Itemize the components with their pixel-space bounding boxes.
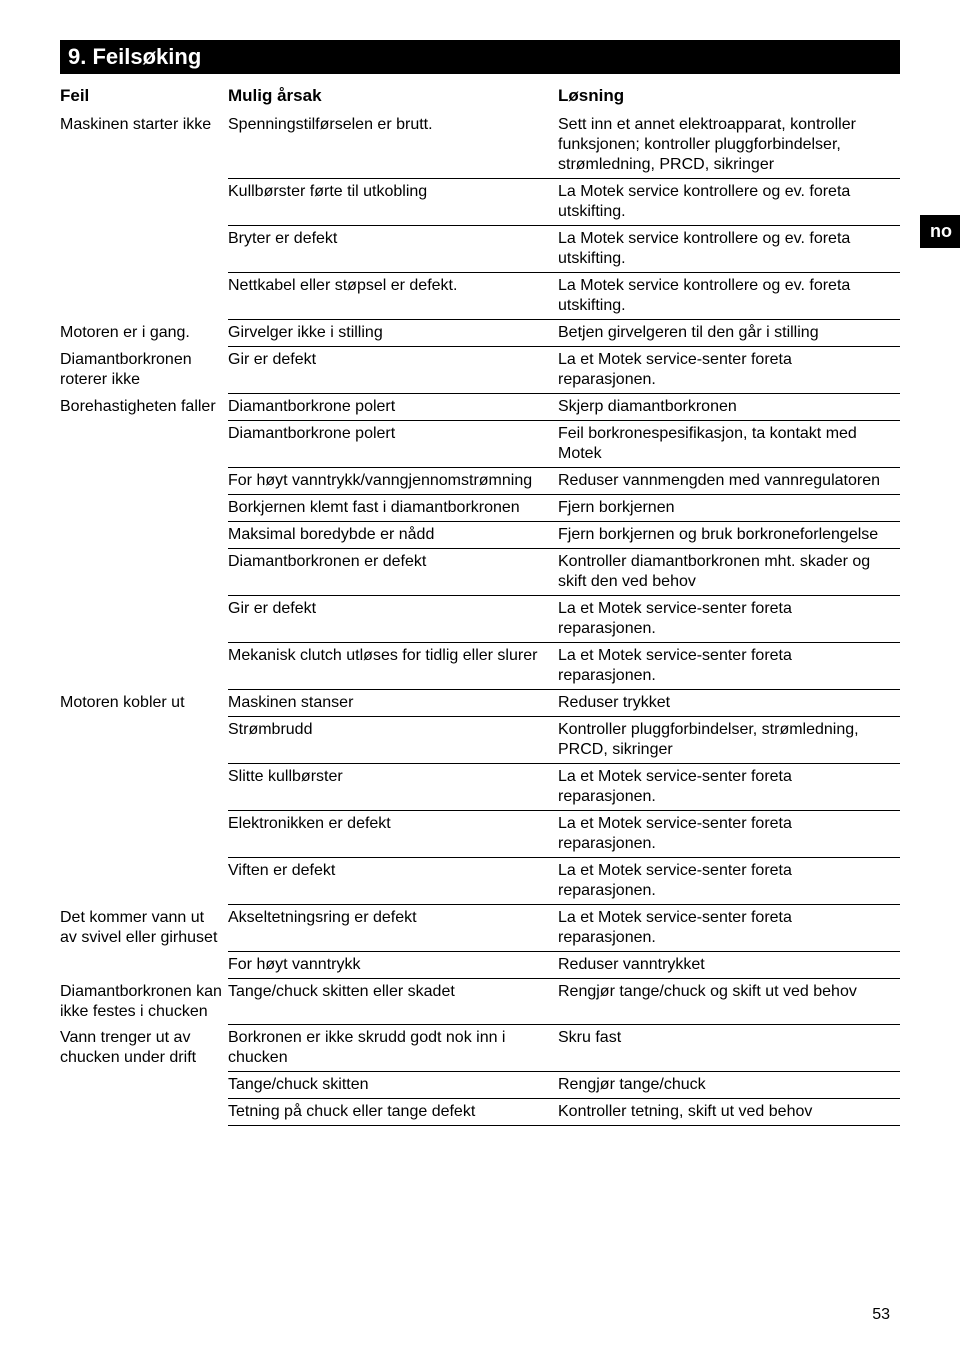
cause-cell: Maksimal boredybde er nådd xyxy=(228,522,558,549)
feil-cell: Diamantborkronen kan ikke festes i chuck… xyxy=(60,979,228,1025)
cause-cell: Diamantborkrone polert xyxy=(228,421,558,468)
solution-cell: La et Motek service-senter foreta repara… xyxy=(558,643,900,690)
solution-cell: Reduser vannmengden med vannregulatoren xyxy=(558,468,900,495)
solution-cell: Rengjør tange/chuck og skift ut ved beho… xyxy=(558,979,900,1025)
feil-cell: Motoren kobler ut xyxy=(60,690,228,905)
table-row: Diamantborkronen kan ikke festes i chuck… xyxy=(60,979,900,1025)
col-header-solution: Løsning xyxy=(558,84,900,112)
page-number: 53 xyxy=(60,1306,900,1324)
feil-cell: Borehastigheten faller xyxy=(60,394,228,690)
language-tab: no xyxy=(920,215,960,248)
solution-cell: La et Motek service-senter foreta repara… xyxy=(558,596,900,643)
cause-cell: Borkjernen klemt fast i diamantborkronen xyxy=(228,495,558,522)
solution-cell: La Motek service kontrollere og ev. fore… xyxy=(558,179,900,226)
page-content: 9. Feilsøking Feil Mulig årsak Løsning M… xyxy=(0,0,960,1364)
table-row: Diamantborkronen roterer ikkeGir er defe… xyxy=(60,347,900,394)
solution-cell: Skru fast xyxy=(558,1025,900,1072)
solution-cell: La Motek service kontrollere og ev. fore… xyxy=(558,273,900,320)
col-header-cause: Mulig årsak xyxy=(228,84,558,112)
cause-cell: Borkronen er ikke skrudd godt nok inn i … xyxy=(228,1025,558,1072)
cause-cell: Spenningstilførselen er brutt. xyxy=(228,112,558,179)
solution-cell: Fjern borkjernen og bruk borkroneforleng… xyxy=(558,522,900,549)
solution-cell: Reduser vanntrykket xyxy=(558,952,900,979)
solution-cell: La et Motek service-senter foreta repara… xyxy=(558,905,900,952)
solution-cell: Reduser trykket xyxy=(558,690,900,717)
page-wrapper: no 9. Feilsøking Feil Mulig årsak Løsnin… xyxy=(0,0,960,1364)
solution-cell: La et Motek service-senter foreta repara… xyxy=(558,811,900,858)
table-body: Maskinen starter ikkeSpenningstilførsele… xyxy=(60,112,900,1126)
feil-cell: Maskinen starter ikke xyxy=(60,112,228,320)
cause-cell: Elektronikken er defekt xyxy=(228,811,558,858)
solution-cell: Skjerp diamantborkronen xyxy=(558,394,900,421)
cause-cell: For høyt vanntrykk xyxy=(228,952,558,979)
table-row: Vann trenger ut av chucken under driftBo… xyxy=(60,1025,900,1072)
section-heading: 9. Feilsøking xyxy=(60,40,900,74)
cause-cell: Akseltetningsring er defekt xyxy=(228,905,558,952)
cause-cell: Viften er defekt xyxy=(228,858,558,905)
table-row: Motoren er i gang.Girvelger ikke i still… xyxy=(60,320,900,347)
solution-cell: Sett inn et annet elektroapparat, kontro… xyxy=(558,112,900,179)
feil-cell: Diamantborkronen roterer ikke xyxy=(60,347,228,394)
feil-cell: Det kommer vann ut av svivel eller girhu… xyxy=(60,905,228,979)
solution-cell: Fjern borkjernen xyxy=(558,495,900,522)
cause-cell: Maskinen stanser xyxy=(228,690,558,717)
table-header-row: Feil Mulig årsak Løsning xyxy=(60,84,900,112)
table-row: Motoren kobler utMaskinen stanserReduser… xyxy=(60,690,900,717)
cause-cell: Slitte kullbørster xyxy=(228,764,558,811)
solution-cell: Rengjør tange/chuck xyxy=(558,1072,900,1099)
cause-cell: Tange/chuck skitten xyxy=(228,1072,558,1099)
table-row: Borehastigheten fallerDiamantborkrone po… xyxy=(60,394,900,421)
cause-cell: Strømbrudd xyxy=(228,717,558,764)
cause-cell: Tange/chuck skitten eller skadet xyxy=(228,979,558,1025)
cause-cell: Gir er defekt xyxy=(228,596,558,643)
cause-cell: Mekanisk clutch utløses for tidlig eller… xyxy=(228,643,558,690)
troubleshooting-table: Feil Mulig årsak Løsning Maskinen starte… xyxy=(60,84,900,1126)
solution-cell: Kontroller pluggforbindelser, strømledni… xyxy=(558,717,900,764)
cause-cell: Girvelger ikke i stilling xyxy=(228,320,558,347)
solution-cell: Betjen girvelgeren til den går i stillin… xyxy=(558,320,900,347)
table-row: Det kommer vann ut av svivel eller girhu… xyxy=(60,905,900,952)
table-row: Maskinen starter ikkeSpenningstilførsele… xyxy=(60,112,900,179)
cause-cell: Nettkabel eller støpsel er defekt. xyxy=(228,273,558,320)
cause-cell: Tetning på chuck eller tange defekt xyxy=(228,1099,558,1126)
cause-cell: Diamantborkronen er defekt xyxy=(228,549,558,596)
solution-cell: La Motek service kontrollere og ev. fore… xyxy=(558,226,900,273)
cause-cell: Gir er defekt xyxy=(228,347,558,394)
solution-cell: Feil borkronespesifikasjon, ta kontakt m… xyxy=(558,421,900,468)
cause-cell: Kullbørster førte til utkobling xyxy=(228,179,558,226)
cause-cell: Diamantborkrone polert xyxy=(228,394,558,421)
solution-cell: La et Motek service-senter foreta repara… xyxy=(558,764,900,811)
cause-cell: For høyt vanntrykk/vanngjennomstrømning xyxy=(228,468,558,495)
cause-cell: Bryter er defekt xyxy=(228,226,558,273)
solution-cell: Kontroller tetning, skift ut ved behov xyxy=(558,1099,900,1126)
solution-cell: La et Motek service-senter foreta repara… xyxy=(558,347,900,394)
feil-cell: Vann trenger ut av chucken under drift xyxy=(60,1025,228,1126)
solution-cell: Kontroller diamantborkronen mht. skader … xyxy=(558,549,900,596)
feil-cell: Motoren er i gang. xyxy=(60,320,228,347)
col-header-feil: Feil xyxy=(60,84,228,112)
solution-cell: La et Motek service-senter foreta repara… xyxy=(558,858,900,905)
